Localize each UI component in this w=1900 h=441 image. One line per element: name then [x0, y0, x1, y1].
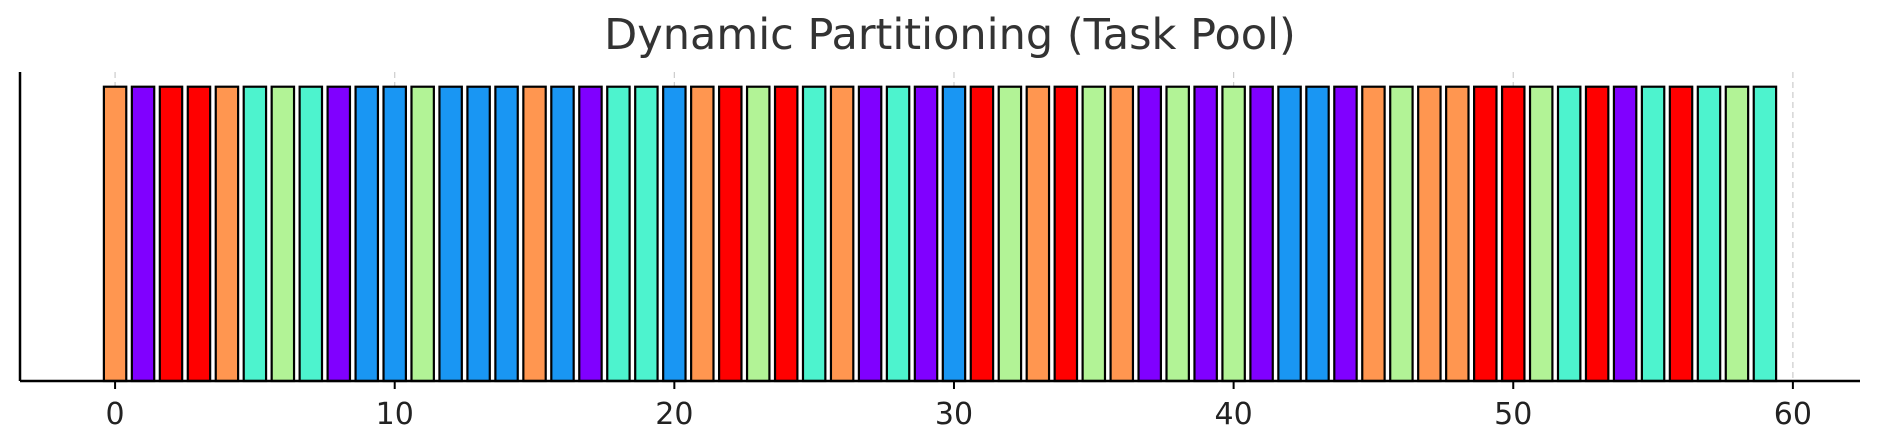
bar-48	[1445, 85, 1470, 383]
bar-6	[270, 85, 296, 383]
bar-39	[1193, 85, 1218, 383]
x-tick-label-60: 60	[1774, 397, 1812, 432]
bar-59	[1752, 85, 1778, 383]
bar-42	[1277, 85, 1302, 383]
bar-58	[1724, 85, 1750, 383]
bar-26	[829, 85, 855, 383]
bar-20	[662, 85, 687, 383]
bar-0	[102, 85, 128, 383]
bar-17	[578, 85, 603, 383]
bar-53	[1584, 85, 1610, 383]
bar-28	[885, 85, 911, 383]
bar-30	[941, 85, 967, 383]
bar-54	[1612, 85, 1638, 383]
bar-4	[214, 85, 240, 383]
bar-12	[438, 85, 463, 383]
bar-57	[1696, 85, 1722, 383]
bar-49	[1473, 85, 1498, 383]
bar-8	[326, 85, 352, 383]
bar-series	[102, 85, 1778, 383]
bar-2	[158, 85, 184, 383]
bar-55	[1640, 85, 1666, 383]
bar-24	[773, 85, 799, 383]
bar-37	[1137, 85, 1163, 383]
bar-9	[354, 85, 380, 383]
bar-7	[298, 85, 324, 383]
bar-5	[242, 85, 268, 383]
bar-19	[634, 85, 659, 383]
chart-title: Dynamic Partitioning (Task Pool)	[604, 10, 1296, 60]
bar-31	[969, 85, 995, 383]
bar-45	[1361, 85, 1386, 383]
x-tick-label-50: 50	[1494, 397, 1532, 432]
bar-35	[1081, 85, 1107, 383]
bar-16	[550, 85, 575, 383]
x-tick-label-10: 10	[376, 397, 414, 432]
bar-21	[690, 85, 715, 383]
bar-52	[1556, 85, 1582, 383]
bar-43	[1305, 85, 1330, 383]
bar-3	[186, 85, 212, 383]
bar-10	[382, 85, 407, 383]
bar-27	[857, 85, 883, 383]
bar-41	[1249, 85, 1274, 383]
bar-44	[1333, 85, 1358, 383]
bar-40	[1221, 85, 1246, 383]
bar-23	[745, 85, 771, 383]
bar-56	[1668, 85, 1694, 383]
bar-47	[1417, 85, 1442, 383]
bar-50	[1500, 85, 1526, 383]
bar-46	[1389, 85, 1414, 383]
bar-18	[606, 85, 631, 383]
x-tick-label-0: 0	[106, 397, 125, 432]
x-tick-label-20: 20	[655, 397, 693, 432]
x-tick-label-30: 30	[935, 397, 973, 432]
bar-15	[522, 85, 547, 383]
bar-32	[997, 85, 1023, 383]
bar-11	[410, 85, 435, 383]
bar-34	[1053, 85, 1079, 383]
bar-36	[1109, 85, 1135, 383]
bar-51	[1528, 85, 1554, 383]
bar-33	[1025, 85, 1051, 383]
axes	[18, 72, 1860, 383]
bar-1	[130, 85, 156, 383]
bar-13	[466, 85, 491, 383]
bar-14	[494, 85, 519, 383]
x-ticks: 0 10 20 30 40 50 60	[106, 381, 1812, 432]
x-tick-label-40: 40	[1215, 397, 1253, 432]
bar-29	[913, 85, 939, 383]
bar-25	[801, 85, 827, 383]
bar-38	[1165, 85, 1190, 383]
bar-22	[717, 85, 743, 383]
